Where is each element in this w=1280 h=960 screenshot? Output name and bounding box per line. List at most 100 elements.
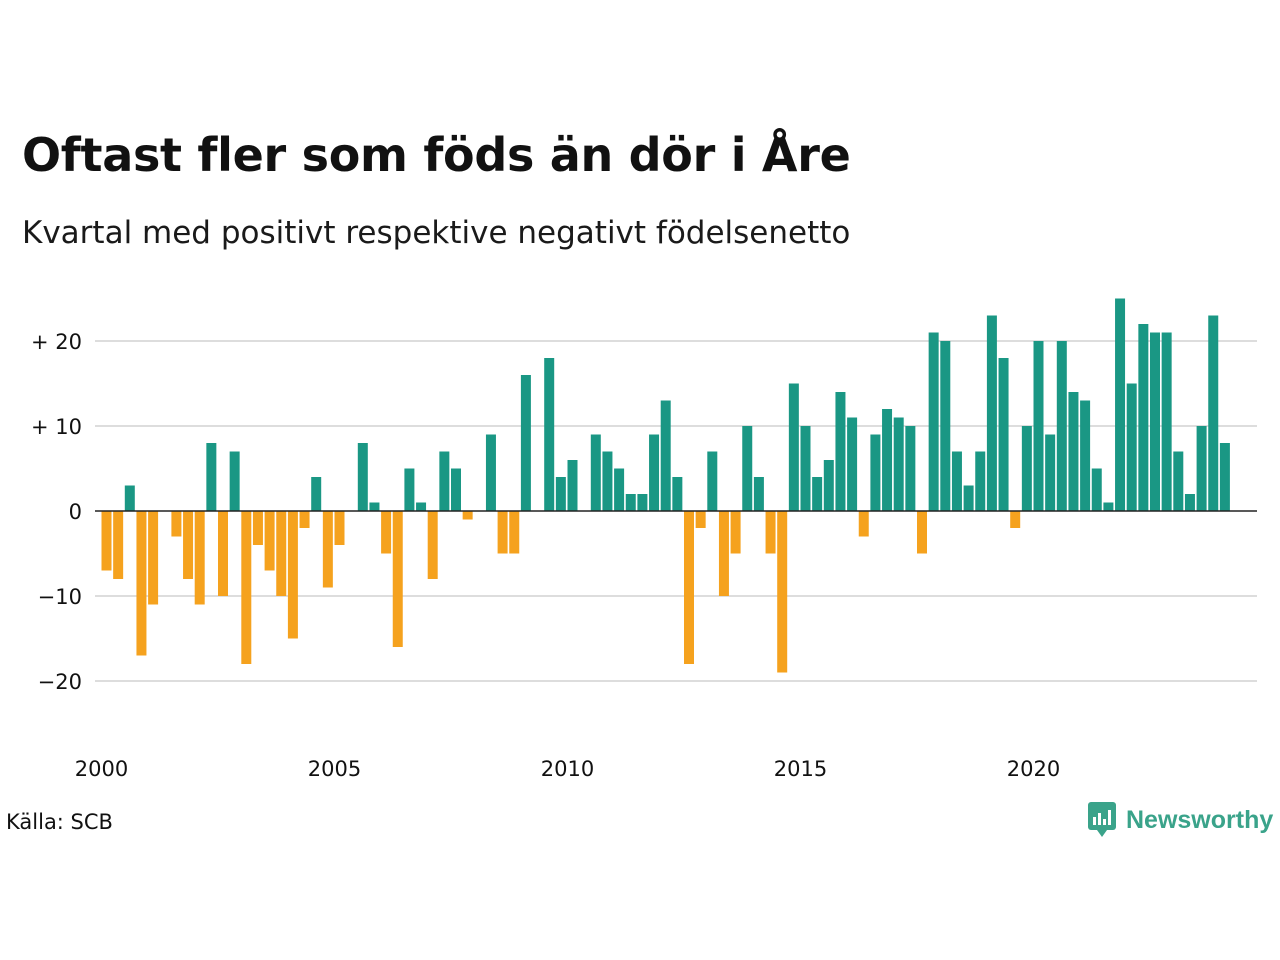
bar-2015K3 [823,460,834,511]
bar-2014K1 [753,477,764,511]
bar-2018K1 [940,341,951,511]
bar-2011K3 [637,494,648,511]
bar-2014K2 [765,511,776,554]
bar-2017K3 [917,511,927,554]
bar-2008K2 [485,434,496,511]
chart-title: Oftast fler som föds än dör i Åre [22,128,851,182]
bar-2015K2 [812,477,823,511]
bar-2010K3 [590,434,601,511]
bar-2021K4 [1115,298,1126,511]
bar-chart: + 20 + 10 0 −10 −20 2000 2005 2010 2015 2020 [31,298,1257,781]
x-tick-label: 2010 [541,757,594,781]
bar-2012K3 [684,511,694,664]
chart-subtitle: Kvartal med positivt respektive negativt… [22,215,851,251]
bar-2017K2 [905,426,916,511]
bar-2000K3 [124,485,135,511]
bar-2024K1 [1219,443,1230,511]
bar-2015K1 [800,426,811,511]
bar-2004K1 [287,511,298,639]
bar-2020K1 [1033,341,1044,511]
brand-logo: Newsworthy [1088,802,1273,838]
bar-2022K3 [1150,332,1160,511]
bar-2018K3 [963,485,974,511]
bar-2018K4 [975,451,986,511]
bar-2016K2 [858,511,869,537]
bar-2008K3 [497,511,508,554]
bar-2020K2 [1045,434,1056,511]
bar-2005K4 [369,502,380,511]
bar-2019K3 [1010,511,1021,528]
bar-2017K4 [928,332,939,511]
bar-2012K1 [660,400,671,511]
bar-2019K1 [986,315,997,511]
bar-2009K3 [544,358,555,511]
bar-2002K1 [194,511,205,605]
bar-2020K4 [1068,392,1079,511]
bar-2012K4 [695,511,706,528]
bar-2014K3 [777,511,788,673]
bar-2003K1 [241,511,252,664]
bar-2022K1 [1126,383,1137,511]
bar-2006K1 [381,511,392,554]
bar-2010K4 [602,451,613,511]
y-tick-label: + 20 [31,330,82,354]
bar-2002K2 [206,443,217,511]
bar-2004K3 [311,477,322,511]
bar-2002K4 [229,451,240,511]
bar-2018K2 [951,451,962,511]
bar-2007K4 [462,511,473,520]
bars [101,298,1230,673]
bar-2013K1 [707,451,718,511]
bar-2016K3 [870,434,881,511]
bar-2000K2 [113,511,124,579]
bar-2020K3 [1056,341,1067,511]
bar-2006K2 [392,511,403,647]
bar-2017K1 [893,417,904,511]
bar-2021K1 [1080,400,1091,511]
bar-2014K4 [788,383,799,511]
bar-2013K4 [742,426,753,511]
bar-2007K1 [427,511,438,579]
bar-2000K4 [136,511,147,656]
bar-2000K1 [101,511,112,571]
bar-2005K1 [334,511,345,545]
bar-2008K4 [509,511,520,554]
bar-2011K4 [649,434,660,511]
bar-2023K1 [1173,451,1184,511]
x-tick-labels: 2000 2005 2010 2015 2020 [75,757,1060,781]
bar-2022K4 [1161,332,1172,511]
bar-2007K3 [451,468,461,511]
x-tick-label: 2000 [75,757,128,781]
bar-2001K4 [183,511,194,579]
bar-2003K3 [264,511,275,571]
x-tick-label: 2020 [1007,757,1060,781]
bar-2016K4 [882,409,893,511]
bar-2009K4 [555,477,566,511]
bar-2001K1 [148,511,159,605]
bar-2022K2 [1138,324,1149,511]
source-note: Källa: SCB [6,810,113,834]
bar-2001K3 [171,511,182,537]
bar-2019K4 [1021,426,1032,511]
bar-2009K1 [520,375,531,511]
bar-2003K2 [252,511,263,545]
bar-2015K4 [835,392,846,511]
newsworthy-logo-icon [1088,802,1116,837]
bar-2002K3 [218,511,228,596]
bar-2010K1 [567,460,578,511]
bar-2003K4 [276,511,287,596]
x-tick-label: 2005 [308,757,361,781]
bar-2004K4 [322,511,333,588]
bar-2012K2 [672,477,683,511]
bar-2023K2 [1184,494,1195,511]
bar-2005K3 [357,443,368,511]
x-tick-label: 2015 [774,757,827,781]
bar-2013K2 [718,511,729,596]
bar-2006K3 [404,468,415,511]
brand-name: Newsworthy [1126,805,1274,834]
y-tick-labels: + 20 + 10 0 −10 −20 [31,330,82,694]
y-tick-label: −10 [38,585,82,609]
bar-2011K1 [614,468,625,511]
bar-2019K2 [998,358,1009,511]
bar-2021K3 [1103,502,1114,511]
